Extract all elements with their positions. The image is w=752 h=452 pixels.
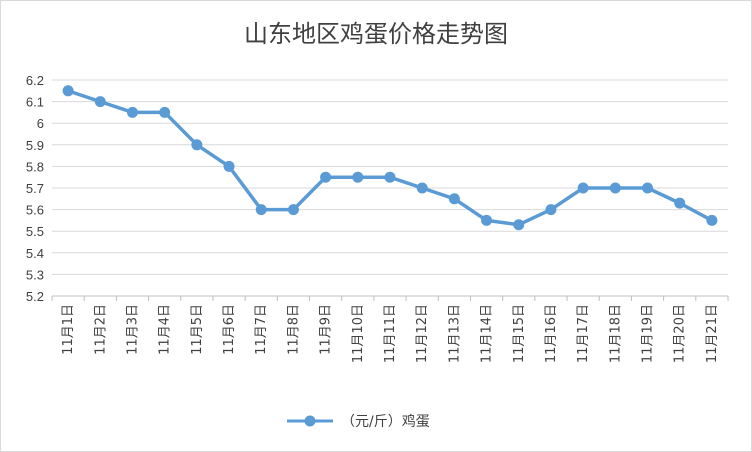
data-point xyxy=(62,85,74,97)
data-point xyxy=(545,204,557,216)
x-tick-label: 11月17日 xyxy=(576,304,591,363)
data-point xyxy=(191,139,203,151)
series-layer xyxy=(62,85,718,231)
x-tick-label: 11月12日 xyxy=(415,304,430,363)
x-tick-label: 11月18日 xyxy=(608,304,623,363)
legend-label: （元/斤）鸡蛋 xyxy=(341,413,430,430)
data-point xyxy=(642,182,654,194)
x-tick-label: 11月13日 xyxy=(447,304,462,363)
x-tick-label: 11月6日 xyxy=(222,304,237,355)
y-tick-label: 5.6 xyxy=(26,203,44,218)
y-tick-label: 5.5 xyxy=(26,224,44,239)
x-tick-label: 11月8日 xyxy=(286,304,301,355)
x-tick-label: 11月10日 xyxy=(351,304,366,363)
y-tick-label: 6.2 xyxy=(26,73,44,88)
x-tick-label: 11月15日 xyxy=(512,304,527,363)
data-point xyxy=(674,197,686,209)
chart-title: 山东地区鸡蛋价格走势图 xyxy=(244,20,508,48)
x-axis xyxy=(51,295,729,301)
y-axis-ticks: 5.2 5.3 5.4 5.5 5.6 5.7 5.8 5.9 6 6.1 6.2 xyxy=(26,73,44,304)
data-point xyxy=(223,160,235,172)
x-axis-ticks: 11月1日 11月2日 11月3日 11月4日 11月5日 11月6日 11月7日 11月8日… xyxy=(61,304,720,363)
x-tick-label: 11月21日 xyxy=(705,304,720,363)
data-point xyxy=(416,182,428,194)
data-point xyxy=(352,171,364,183)
x-tick-label: 11月20日 xyxy=(673,304,688,363)
x-tick-label: 11月5日 xyxy=(190,304,205,355)
legend-marker xyxy=(304,415,316,427)
x-tick-label: 11月9日 xyxy=(319,304,334,355)
data-point xyxy=(94,96,106,108)
y-tick-label: 5.2 xyxy=(26,289,44,304)
data-point xyxy=(255,204,267,216)
x-tick-label: 11月2日 xyxy=(93,304,108,355)
x-tick-label: 11月3日 xyxy=(125,304,140,355)
gridlines xyxy=(52,79,728,275)
data-point xyxy=(159,106,171,118)
y-tick-label: 5.9 xyxy=(26,138,44,153)
data-point xyxy=(513,219,525,231)
y-tick-label: 5.4 xyxy=(26,246,44,261)
y-tick-label: 5.3 xyxy=(26,267,44,282)
x-tick-label: 11月16日 xyxy=(544,304,559,363)
y-tick-label: 6.1 xyxy=(26,95,44,110)
x-tick-label: 11月14日 xyxy=(480,304,495,363)
x-tick-label: 11月7日 xyxy=(254,304,269,355)
data-point xyxy=(448,193,460,205)
data-point xyxy=(481,214,493,226)
data-point xyxy=(126,106,138,118)
y-tick-label: 5.8 xyxy=(26,159,44,174)
data-point xyxy=(287,204,299,216)
legend: （元/斤）鸡蛋 xyxy=(287,413,430,430)
y-tick-label: 5.7 xyxy=(26,181,44,196)
x-tick-label: 11月4日 xyxy=(158,304,173,355)
x-tick-label: 11月19日 xyxy=(641,304,656,363)
x-tick-label: 11月11日 xyxy=(383,304,398,363)
data-point xyxy=(577,182,589,194)
data-point xyxy=(706,214,718,226)
data-point xyxy=(609,182,621,194)
data-point xyxy=(320,171,332,183)
data-point xyxy=(384,171,396,183)
y-tick-label: 6 xyxy=(37,116,44,131)
x-tick-label: 11月1日 xyxy=(61,304,76,355)
